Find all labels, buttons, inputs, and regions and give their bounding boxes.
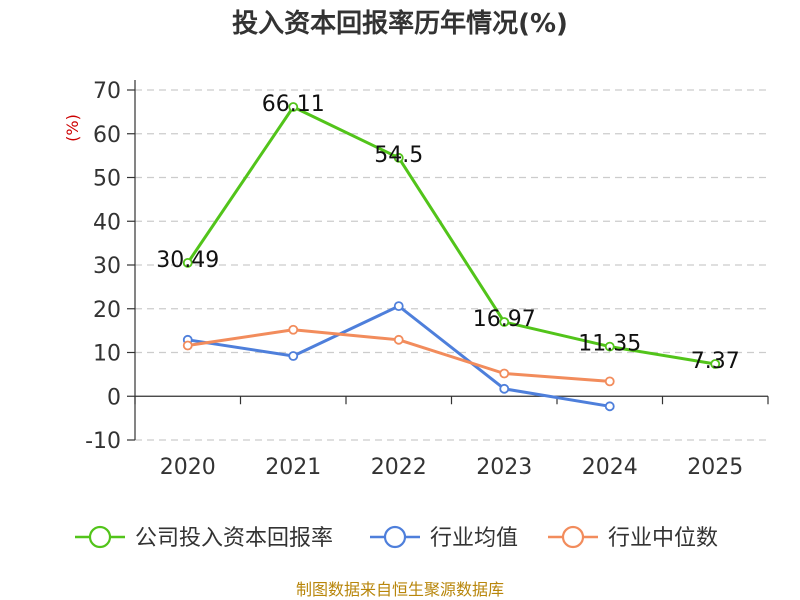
y-tick-label-70: 70 xyxy=(93,79,121,104)
legend-item-1: 行业均值 xyxy=(370,525,518,551)
y-tick-label-50: 50 xyxy=(93,167,121,192)
y-tick-label-40: 40 xyxy=(93,210,121,235)
x-tick-label-2021: 2021 xyxy=(265,455,321,480)
series-1-point-2024 xyxy=(604,401,615,412)
series-2-point-2021 xyxy=(288,324,299,335)
series-1-point-2021 xyxy=(288,351,299,361)
series-2-point-2020 xyxy=(182,340,193,351)
series-1-point-2022 xyxy=(393,301,404,312)
series-0-point-2023 xyxy=(499,317,510,327)
legend-swatch-marker-2 xyxy=(561,525,585,549)
chart-title: 投入资本回报率历年情况(%) xyxy=(232,8,568,39)
data-label-2023: 16.97 xyxy=(473,307,536,332)
y-tick-label-20: 20 xyxy=(93,298,121,323)
data-label-2022: 54.5 xyxy=(374,143,423,168)
series-0-point-2020 xyxy=(182,257,193,268)
series-line-0 xyxy=(186,105,716,366)
legend-label-2: 行业中位数 xyxy=(608,526,718,551)
series-1-point-2023 xyxy=(499,383,510,394)
legend-swatch-marker-1 xyxy=(383,525,407,549)
legend-label-1: 行业均值 xyxy=(430,526,518,551)
x-tick-label-2025: 2025 xyxy=(687,455,743,480)
y-tick-label-0: 0 xyxy=(107,385,121,410)
source-note: 制图数据来自恒生聚源数据库 xyxy=(296,580,504,599)
y-tick-label--10: -10 xyxy=(85,429,121,454)
y-axis-unit-label: (%) xyxy=(63,114,82,142)
series-2-point-2022 xyxy=(393,334,404,345)
series-lines xyxy=(182,102,721,412)
y-tick-label-60: 60 xyxy=(93,123,121,148)
x-tick-label-2020: 2020 xyxy=(160,455,216,480)
series-0-point-2022 xyxy=(393,152,404,163)
data-labels: 30.49 66.11 54.5 16.97 11.35 7.37 xyxy=(156,92,739,374)
x-tick-label-2024: 2024 xyxy=(582,455,638,480)
x-tick-label-2022: 2022 xyxy=(371,455,427,480)
grid-lines xyxy=(135,89,768,441)
legend-item-0: 公司投入资本回报率 xyxy=(75,525,333,551)
axes: -10 0 10 20 30 40 50 60 70 2020 2021 2022 2023 2024 20… xyxy=(85,79,769,480)
series-0-point-2025 xyxy=(710,359,721,369)
data-label-2021: 66.11 xyxy=(262,92,325,117)
data-label-2020: 30.49 xyxy=(156,248,219,273)
series-0-point-2021 xyxy=(288,102,299,112)
legend-swatch-marker-0 xyxy=(88,525,112,549)
y-tick-label-30: 30 xyxy=(93,254,121,279)
x-tick-label-2023: 2023 xyxy=(476,455,532,480)
series-2-point-2024 xyxy=(604,376,615,387)
series-2-point-2023 xyxy=(499,368,510,379)
legend-label-0: 公司投入资本回报率 xyxy=(135,526,333,551)
series-0-point-2024 xyxy=(604,341,615,352)
series-line-1 xyxy=(187,304,610,408)
legend-item-2: 行业中位数 xyxy=(548,525,718,551)
legend: 公司投入资本回报率 行业均值 行业中位数 xyxy=(75,525,718,551)
data-label-2025: 7.37 xyxy=(691,349,740,374)
data-label-2024: 11.35 xyxy=(578,332,641,357)
y-tick-label-10: 10 xyxy=(93,342,121,367)
